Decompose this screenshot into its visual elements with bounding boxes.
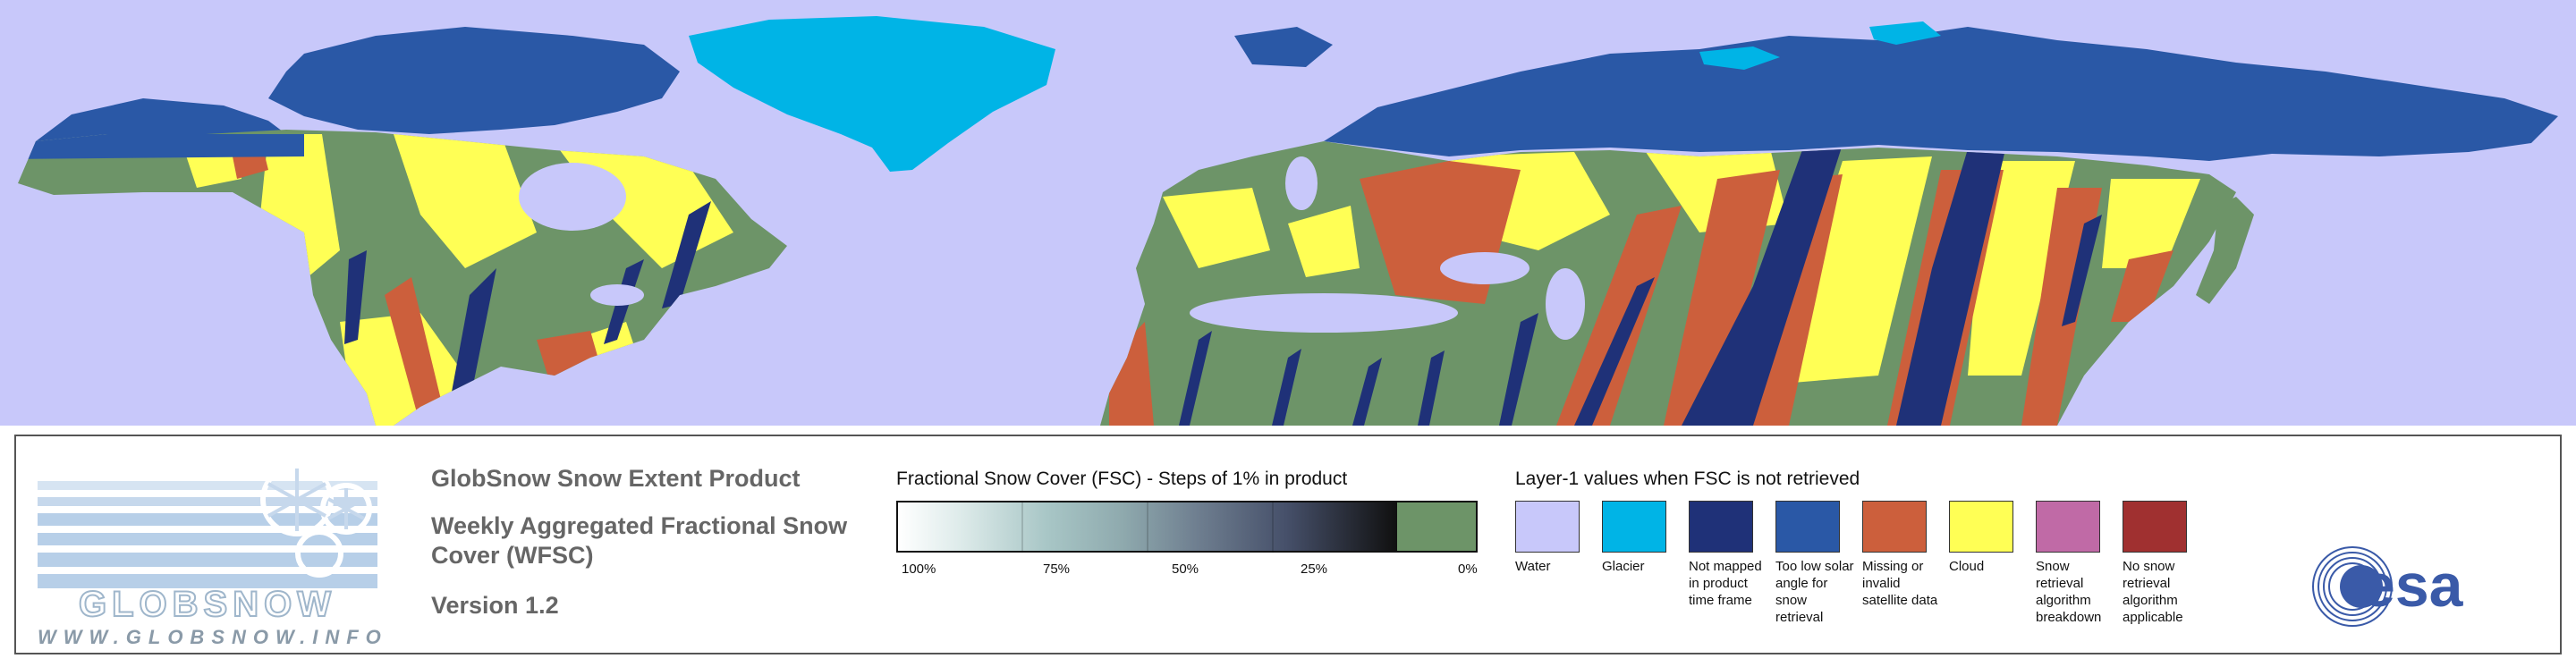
legend-panel: GLOBSNOW WWW.GLOBSNOW.INFO GlobSnow Snow… [14, 435, 2562, 654]
layer1-swatch [1689, 501, 1753, 553]
baltic-sea [1285, 156, 1318, 210]
svalbard-area [1234, 27, 1333, 67]
layer1-swatch [2036, 501, 2100, 553]
layer1-label: Too low solar angle for snow retrieval [1775, 559, 1854, 625]
layer1-swatch [1862, 501, 1927, 553]
product-subtitle: Weekly Aggregated Fractional Snow Cover … [431, 512, 848, 569]
layer1-swatch [1775, 501, 1840, 553]
fsc-gradient-bar [896, 501, 1397, 553]
alaska-area [36, 98, 286, 141]
esa-logo-text: esa [2361, 552, 2464, 620]
black-sea [1440, 252, 1530, 284]
fsc-legend: Fractional Snow Cover (FSC) - Steps of 1… [896, 469, 1487, 577]
layer1-swatch [2123, 501, 2187, 553]
fsc-label-75: 75% [1043, 561, 1071, 577]
glacier-patch-kamchatka [1869, 21, 1941, 45]
layer1-swatch [1602, 501, 1666, 553]
fsc-tick [1272, 501, 1274, 553]
glacier-patch-east [1699, 46, 1780, 70]
japan-area [2196, 197, 2254, 304]
globsnow-url[interactable]: WWW.GLOBSNOW.INFO [38, 626, 388, 648]
snow-cover-map [0, 0, 2576, 426]
globsnow-logo: GLOBSNOW WWW.GLOBSNOW.INFO [38, 451, 395, 648]
esa-logo: esa [2312, 546, 2464, 627]
product-version: Version 1.2 [431, 592, 559, 619]
layer1-label: No snow retrieval algorithm applicable [2123, 559, 2183, 625]
layer1-label: Water [1515, 559, 1551, 574]
layer1-label: Glacier [1602, 559, 1645, 574]
layer1-swatch [1949, 501, 2013, 553]
fsc-tick [1147, 501, 1148, 553]
layer1-swatch [1515, 501, 1580, 553]
fsc-label-25: 25% [1301, 561, 1328, 577]
fsc-label-50: 50% [1172, 561, 1199, 577]
layer1-legend-title: Layer-1 values when FSC is not retrieved [1515, 469, 1860, 489]
mediterranean-sea [1190, 293, 1458, 333]
fsc-zero-swatch [1397, 501, 1478, 553]
great-lakes [590, 284, 644, 306]
greenland-glacier [689, 16, 1055, 172]
fsc-legend-title: Fractional Snow Cover (FSC) - Steps of 1… [896, 469, 1348, 489]
fsc-label-100: 100% [902, 561, 936, 577]
fsc-tick [1021, 501, 1023, 553]
fsc-label-0: 0% [1458, 561, 1478, 577]
title-block: GlobSnow Snow Extent Product Weekly Aggr… [431, 463, 860, 621]
layer1-label: Not mapped in product time frame [1689, 559, 1762, 608]
layer1-legend: Layer-1 values when FSC is not retrieved… [1515, 469, 2231, 625]
siberia-north [1324, 27, 2558, 161]
layer1-label: Missing or invalid satellite data [1862, 559, 1938, 608]
hudson-bay [519, 163, 626, 231]
layer1-label: Snow retrieval algorithm breakdown [2036, 559, 2102, 625]
arctic-islands [268, 27, 680, 134]
layer1-label: Cloud [1949, 559, 1985, 574]
globsnow-wordmark: GLOBSNOW [79, 585, 336, 621]
caspian-sea [1546, 268, 1585, 340]
globsnow-logo-graphic: GLOBSNOW [38, 463, 377, 625]
product-title: GlobSnow Snow Extent Product [431, 465, 801, 492]
